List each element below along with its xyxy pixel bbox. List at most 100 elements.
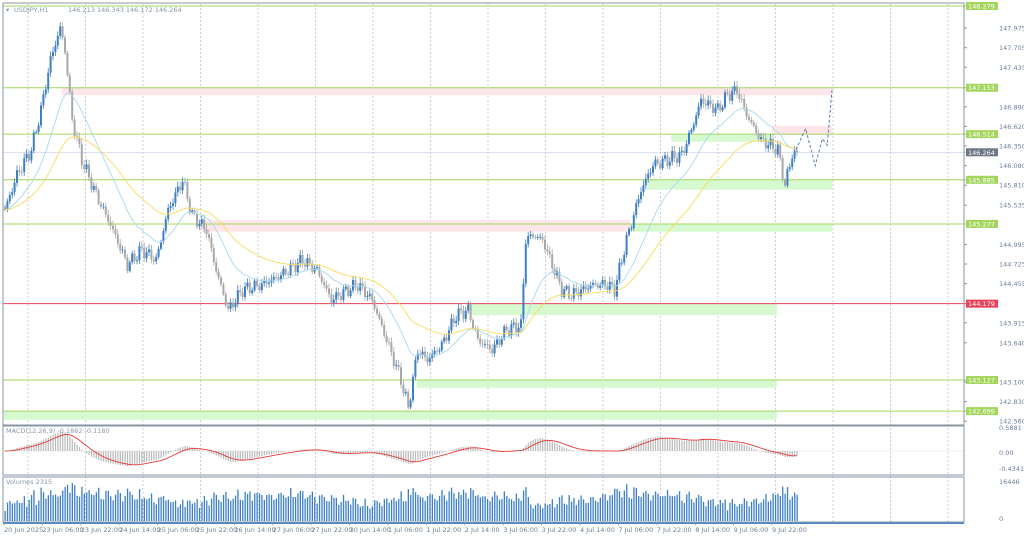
volume-bar xyxy=(719,499,721,521)
candle-bull xyxy=(160,241,162,249)
macd-bar xyxy=(278,451,280,453)
volume-bar xyxy=(448,491,450,521)
macd-bar xyxy=(410,451,412,465)
candle-bull xyxy=(332,299,335,303)
candle-bull xyxy=(164,219,167,231)
volume-bar xyxy=(441,489,443,521)
candle-bear xyxy=(546,249,549,252)
macd-bar xyxy=(294,450,297,452)
macd-bar xyxy=(191,447,193,451)
volume-bar xyxy=(59,495,61,521)
candle-bear xyxy=(248,282,251,294)
candle-bear xyxy=(757,132,760,140)
candle-bull xyxy=(145,252,148,259)
candle-bull xyxy=(685,143,688,154)
candle-bull xyxy=(37,125,40,132)
volume-bar xyxy=(225,491,227,521)
candle-bear xyxy=(328,288,330,294)
macd-bar xyxy=(62,431,64,451)
macd-bar xyxy=(561,446,563,451)
macd-bar xyxy=(542,438,544,451)
candle-bull xyxy=(121,249,124,251)
candle-bear xyxy=(738,93,741,100)
volume-bar xyxy=(35,505,37,521)
volume-bar xyxy=(364,498,366,521)
volume-bar xyxy=(230,500,232,521)
candle-bear xyxy=(388,342,390,343)
volume-bar xyxy=(148,498,150,521)
candle-bear xyxy=(774,149,777,155)
candle-bull xyxy=(628,229,630,235)
macd-bar xyxy=(160,451,162,458)
candle-bear xyxy=(301,254,304,264)
candle-bull xyxy=(263,280,266,284)
volume-bar xyxy=(294,497,297,521)
level-label: 144.179 xyxy=(968,300,995,308)
volume-bar xyxy=(198,508,201,521)
candle-bull xyxy=(716,103,719,108)
volume-bar xyxy=(575,505,577,521)
candle-bear xyxy=(476,329,479,339)
candle-bear xyxy=(78,137,81,145)
volume-bar xyxy=(182,499,184,521)
collapse-triangle-icon[interactable]: ▾ xyxy=(6,6,10,14)
volume-bar xyxy=(189,500,191,521)
candle-bear xyxy=(325,285,328,289)
candle-bull xyxy=(421,351,424,355)
macd-bar xyxy=(412,451,414,464)
macd-bar xyxy=(450,449,453,451)
macd-bar xyxy=(81,449,83,451)
macd-bar xyxy=(258,451,261,457)
volume-bar xyxy=(534,505,537,521)
candle-bear xyxy=(392,352,395,366)
volume-bar xyxy=(220,501,222,521)
volume-bar xyxy=(498,499,501,521)
volume-bar xyxy=(172,501,174,521)
macd-tick-label: -0.4341 xyxy=(999,465,1024,473)
candle-bull xyxy=(536,237,539,238)
macd-bar xyxy=(794,451,796,457)
candle-bear xyxy=(150,249,153,260)
candle-bear xyxy=(613,284,616,297)
volume-bar xyxy=(261,495,263,521)
macd-bar xyxy=(458,447,460,451)
candle-bear xyxy=(340,296,342,300)
macd-bar xyxy=(491,451,493,453)
macd-bar xyxy=(453,449,455,451)
price-tick-label: 146.890 xyxy=(999,103,1024,111)
macd-bar xyxy=(78,446,81,451)
level-tag xyxy=(966,219,998,228)
volume-bar xyxy=(681,500,683,521)
macd-bar xyxy=(266,451,268,455)
candle-bull xyxy=(620,262,623,264)
level-tag xyxy=(966,130,998,139)
volume-bar xyxy=(460,494,462,521)
candle-bear xyxy=(20,172,23,173)
macd-bar xyxy=(695,439,697,451)
volume-bar xyxy=(762,499,765,521)
macd-bar xyxy=(215,451,217,456)
volume-bar xyxy=(746,501,748,521)
candle-bear xyxy=(505,326,508,331)
volume-bar xyxy=(635,487,637,521)
volume-bar xyxy=(770,500,772,521)
macd-bar xyxy=(770,451,772,454)
zone-pink xyxy=(61,87,833,96)
macd-bar xyxy=(666,437,669,451)
volume-bar xyxy=(38,500,40,521)
ohlc-readout: 146.213 146.343 146.172 146.264 xyxy=(68,6,182,14)
macd-bar xyxy=(52,434,54,451)
volume-bar xyxy=(383,499,385,521)
candle-bull xyxy=(260,283,263,291)
volume-bar xyxy=(484,496,486,521)
macd-bar xyxy=(64,432,66,451)
volume-bar xyxy=(530,504,532,521)
volume-bar xyxy=(167,499,169,521)
candle-bull xyxy=(414,359,417,377)
time-tick-label: 3 Jul 06:00 xyxy=(503,526,538,534)
candle-bear xyxy=(702,98,705,104)
macd-bar xyxy=(400,451,402,462)
candle-bear xyxy=(491,349,494,354)
macd-bar xyxy=(546,439,549,451)
